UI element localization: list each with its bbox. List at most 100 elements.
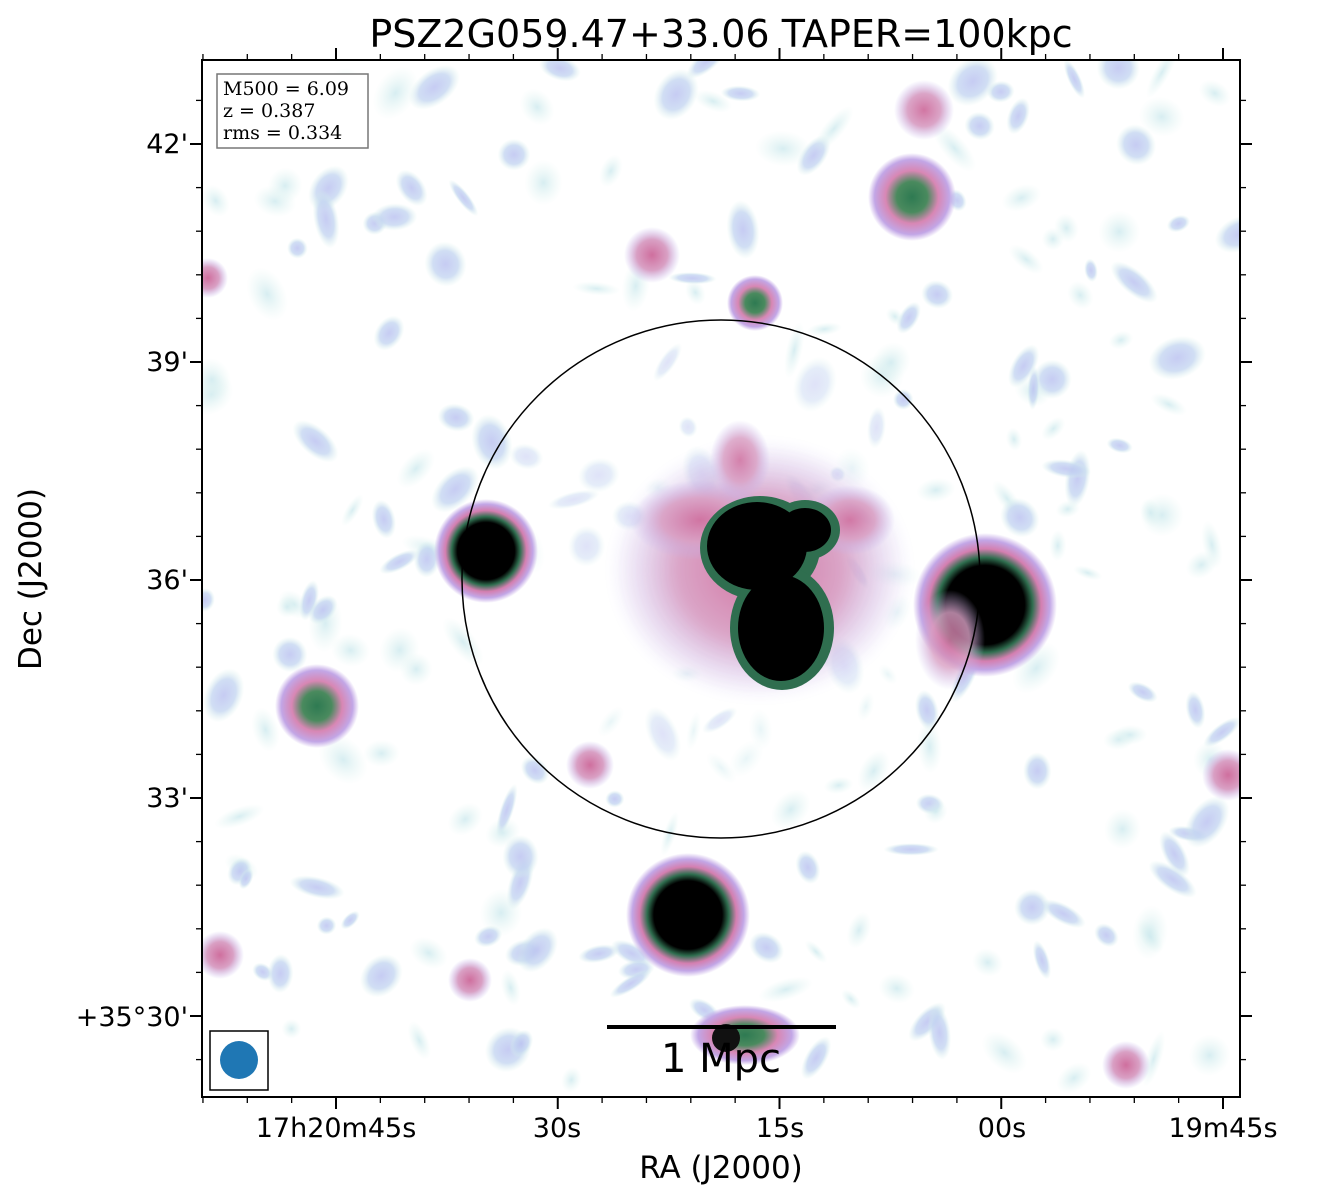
noise-emission-blob xyxy=(500,969,521,1006)
noise-emission-blob xyxy=(749,931,785,964)
noise-emission-blob xyxy=(287,237,308,259)
noise-emission-blob xyxy=(1112,724,1148,745)
noise-emission-blob xyxy=(316,916,337,935)
source-southwest xyxy=(275,664,359,748)
noise-emission-blob xyxy=(246,267,288,321)
info-box: M500 = 6.09 z = 0.387 rms = 0.334 xyxy=(216,73,369,149)
info-redshift: z = 0.387 xyxy=(223,100,315,122)
noise-emission-blob xyxy=(686,60,726,79)
info-box-frame xyxy=(216,73,369,149)
noise-emission-blob xyxy=(1067,281,1094,310)
noise-emission-blob xyxy=(509,1029,534,1058)
noise-emission-blob xyxy=(409,936,448,970)
noise-emission-blob xyxy=(1110,261,1158,304)
noise-emission-blob xyxy=(1000,497,1040,538)
noise-emission-blob xyxy=(972,948,1004,977)
noise-emission-blob xyxy=(372,66,419,120)
noise-emission-blob xyxy=(1008,244,1044,275)
noise-emission-blob xyxy=(668,272,717,285)
noise-emission-blob xyxy=(1166,214,1191,233)
noise-emission-blob xyxy=(605,790,625,808)
noise-emission-blob xyxy=(267,167,303,204)
source-north xyxy=(868,153,956,241)
noise-emission-blob xyxy=(471,414,513,470)
scale-bar: 1 Mpc xyxy=(607,1025,836,1082)
y-tick-label: 42' xyxy=(146,129,188,160)
noise-emission-blob xyxy=(1054,213,1079,243)
noise-emission-blob xyxy=(1049,529,1067,562)
y-tick-label: 39' xyxy=(146,347,188,378)
noise-emission-blob xyxy=(784,321,805,379)
noise-emission-blob xyxy=(1027,366,1040,411)
noise-emission-blob xyxy=(1040,1027,1066,1052)
noise-emission-blob xyxy=(823,776,854,795)
noise-emission-blob xyxy=(281,1018,302,1039)
noise-emission-blob xyxy=(878,664,898,685)
noise-emission-blob xyxy=(363,739,400,768)
noise-emission-blob xyxy=(720,85,761,102)
noise-emission-blob xyxy=(686,711,702,751)
noise-emission-blob xyxy=(1008,344,1040,388)
noise-emission-blob xyxy=(1146,60,1178,99)
noise-emission-blob xyxy=(524,159,563,206)
noise-emission-blob xyxy=(331,633,371,667)
source-bottom xyxy=(690,1005,800,1065)
noise-emission-blob xyxy=(1150,393,1187,416)
noise-emission-blob xyxy=(653,342,683,382)
noise-emission-blob xyxy=(871,342,911,384)
noise-emission-blob xyxy=(399,652,433,686)
noise-emission-blob xyxy=(916,477,956,503)
noise-emission-blob xyxy=(947,60,998,107)
noise-emission-blob xyxy=(318,734,368,785)
x-tick-label: 00s xyxy=(978,1113,1026,1144)
noise-emission-blob xyxy=(267,953,294,994)
noise-emission-blob xyxy=(379,549,420,575)
noise-emission-blob xyxy=(814,106,854,152)
noise-emission-blob xyxy=(517,927,558,973)
y-tick-label: +35°30' xyxy=(76,1002,188,1033)
noise-emission-blob xyxy=(578,944,620,964)
noise-emission-blob xyxy=(539,60,581,82)
noise-emission-blob xyxy=(806,322,843,336)
noise-emission-blob xyxy=(437,403,475,432)
noise-emission-blob xyxy=(502,835,539,879)
noise-emission-blob xyxy=(519,88,555,126)
noise-emission-blob xyxy=(1198,79,1231,107)
noise-emission-blob xyxy=(308,595,338,625)
noise-emission-blob xyxy=(567,525,606,567)
noise-emission-blob xyxy=(914,689,940,731)
noise-emission-blob xyxy=(373,315,405,351)
info-mass: M500 = 6.09 xyxy=(223,78,349,100)
noise-emission-blob xyxy=(448,179,479,217)
noise-emission-blob xyxy=(1063,60,1085,99)
x-tick-label: 15s xyxy=(756,1113,804,1144)
noise-emission-blob xyxy=(408,64,460,110)
radio-image xyxy=(202,60,1240,1097)
noise-emission-blob xyxy=(251,707,280,752)
r500-circle xyxy=(461,319,981,839)
noise-emission-blob xyxy=(1159,831,1190,877)
noise-emission-blob xyxy=(702,707,738,734)
noise-emission-blob xyxy=(1185,691,1206,729)
noise-emission-blob xyxy=(1148,860,1197,898)
y-axis-label: Dec (J2000) xyxy=(13,488,49,670)
axis-ticks xyxy=(190,48,1252,1109)
noise-emission-blob xyxy=(846,911,872,949)
noise-emission-blob xyxy=(885,307,905,326)
noise-emission-blob xyxy=(1139,498,1162,528)
noise-emission-blob xyxy=(202,184,230,217)
noise-emission-blob xyxy=(771,789,811,830)
noise-emission-blob xyxy=(276,595,299,618)
noise-emission-blob xyxy=(447,802,483,836)
noise-emission-blob xyxy=(272,636,308,673)
noise-emission-blob xyxy=(795,850,821,885)
noise-emission-blob xyxy=(1023,752,1052,790)
noise-emission-blob xyxy=(878,973,915,1004)
noise-emission-blob xyxy=(857,692,875,722)
noise-emission-blob xyxy=(289,875,345,900)
noise-emission-blob xyxy=(577,457,620,493)
noise-emission-blob xyxy=(597,706,625,738)
noise-emission-blob xyxy=(396,448,435,489)
bright-source-south xyxy=(626,853,750,977)
